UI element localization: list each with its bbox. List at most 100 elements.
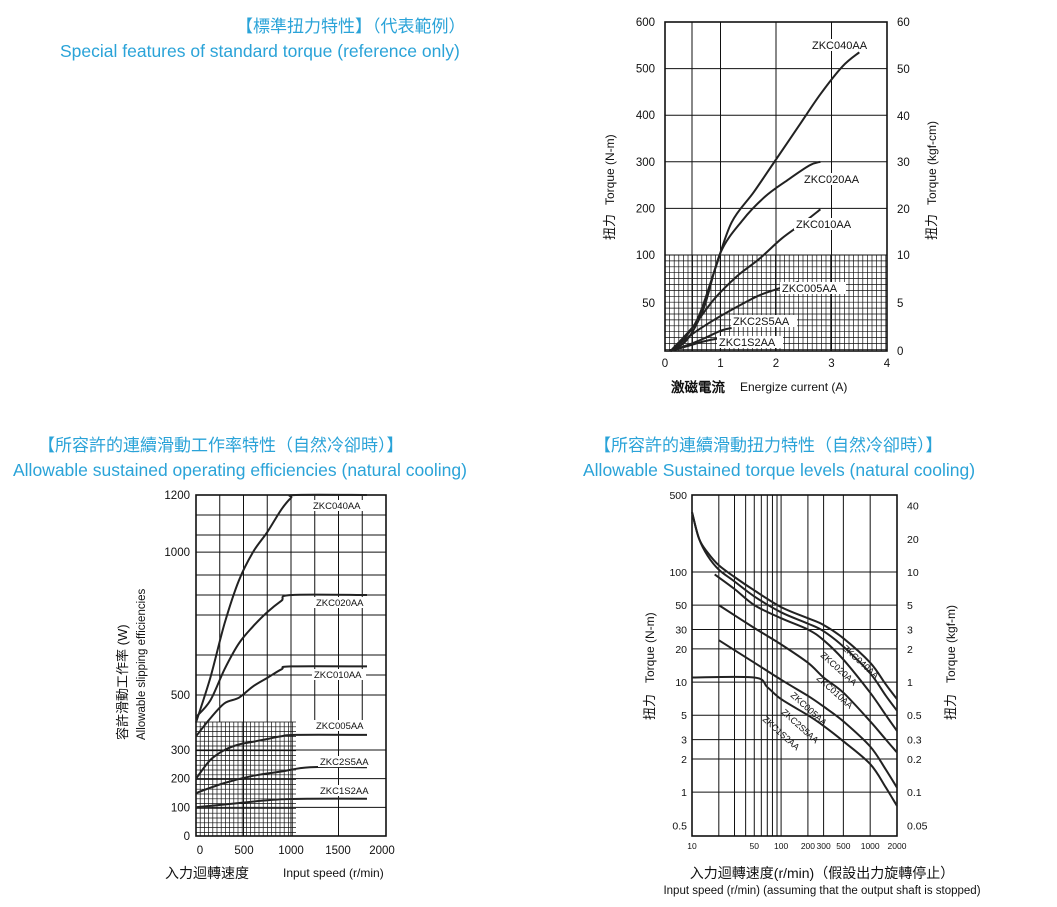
torque-series-label-bg bbox=[810, 39, 876, 51]
torque-level-chart-title-zh: 【所容許的連續滑動扭力特性（自然冷卻時）】 bbox=[594, 436, 943, 456]
efficiency-series-label-bg bbox=[312, 669, 366, 680]
torque-level-y-tick-label: 500 bbox=[669, 490, 687, 502]
torque-level-y-tick-label: 50 bbox=[675, 600, 687, 612]
torque-level-x-tick-label: 50 bbox=[750, 841, 760, 851]
torque-series-label-bg bbox=[794, 218, 860, 230]
torque-level-y2-tick-label: 5 bbox=[907, 600, 913, 612]
efficiency-series-label: ZKC1S2AA bbox=[320, 786, 369, 797]
torque-y-tick-label: 50 bbox=[642, 298, 655, 310]
torque-level-curve-zkc2s5aa bbox=[718, 639, 898, 789]
torque-y-tick-label: 300 bbox=[636, 157, 655, 169]
torque-level-curve-zkc040aa bbox=[691, 511, 898, 700]
torque-level-y2-tick-label: 3 bbox=[907, 625, 913, 637]
efficiency-curve-zkc010aa bbox=[195, 665, 368, 737]
torque-level-x-tick-label: 2000 bbox=[888, 841, 907, 851]
torque-chart-title-zh: 【標準扭力特性】（代表範例） bbox=[236, 17, 466, 37]
efficiency-series-label-bg bbox=[318, 785, 372, 796]
efficiency-y-label-zh: 容許滑動工作率 (W) bbox=[115, 624, 130, 740]
torque-series-label: ZKC010AA bbox=[796, 219, 852, 231]
torque-y2-tick-label: 40 bbox=[897, 111, 910, 123]
torque-level-x-tick-label: 200 bbox=[801, 841, 815, 851]
efficiency-x-label-zh: 入力迴轉速度 bbox=[165, 865, 249, 881]
efficiency-x-tick-label: 1000 bbox=[278, 845, 304, 857]
torque-level-curve-zkc010aa bbox=[714, 573, 898, 732]
torque-y-tick-label: 100 bbox=[636, 250, 655, 262]
torque-y2-tick-label: 20 bbox=[897, 204, 910, 216]
torque-y-tick-label: 400 bbox=[636, 110, 655, 122]
efficiency-chart-title-en: Allowable sustained operating efficienci… bbox=[13, 460, 467, 480]
torque-curve-zkc020aa bbox=[669, 160, 821, 352]
efficiency-series-label-bg bbox=[318, 756, 372, 767]
torque-y2-tick-label: 50 bbox=[897, 64, 910, 76]
efficiency-series-label: ZKC020AA bbox=[316, 598, 364, 609]
torque-x-tick-label: 2 bbox=[773, 358, 779, 370]
torque-level-curve-zkc005aa bbox=[718, 604, 898, 754]
torque-chart-title-en: Special features of standard torque (ref… bbox=[60, 41, 460, 61]
efficiency-x-tick-label: 0 bbox=[197, 845, 203, 857]
efficiency-chart-title-zh: 【所容許的連續滑動工作率特性（自然冷卻時）】 bbox=[38, 436, 404, 456]
torque-series-label-bg bbox=[717, 336, 783, 348]
torque-y-tick-label: 200 bbox=[636, 203, 655, 215]
torque-series-label-bg bbox=[802, 173, 868, 185]
efficiency-curve-zkc005aa bbox=[195, 733, 368, 780]
torque-y2-tick-label: 30 bbox=[897, 157, 910, 169]
torque-y-label-zh: 扭力 bbox=[602, 214, 617, 240]
torque-level-y2-tick-label: 40 bbox=[907, 501, 919, 513]
efficiency-y-tick-label: 100 bbox=[171, 802, 190, 814]
torque-level-y2-tick-label: 0.5 bbox=[907, 710, 922, 722]
torque-x-tick-label: 0 bbox=[662, 358, 668, 370]
efficiency-curve-zkc1s2aa bbox=[195, 797, 368, 809]
torque-level-y-tick-label: 1 bbox=[681, 787, 687, 799]
efficiency-series-label-bg bbox=[311, 500, 365, 511]
torque-level-x-label-zh: 入力迴轉速度(r/min)（假設出力旋轉停止） bbox=[690, 865, 954, 881]
efficiency-y-tick-label: 1000 bbox=[164, 547, 190, 559]
torque-level-y-tick-label: 30 bbox=[675, 625, 687, 637]
torque-y2-label-zh: 扭力 bbox=[924, 214, 939, 240]
torque-level-y2-label-en: Torque (kgf-m) bbox=[944, 605, 958, 683]
torque-level-y-label-en: Torque (N-m) bbox=[643, 612, 657, 683]
torque-series-label: ZKC020AA bbox=[804, 174, 860, 186]
efficiency-curve-zkc040aa bbox=[195, 493, 368, 723]
torque-curve-zkc040aa bbox=[669, 51, 860, 352]
torque-level-plot-frame bbox=[691, 494, 898, 837]
torque-x-tick-label: 3 bbox=[828, 358, 834, 370]
torque-series-label-bg bbox=[780, 282, 846, 294]
torque-level-x-tick-label: 10 bbox=[687, 841, 697, 851]
torque-plot-frame bbox=[664, 21, 888, 352]
efficiency-x-tick-label: 500 bbox=[234, 845, 253, 857]
torque-series-label: ZKC1S2AA bbox=[719, 337, 776, 349]
torque-y2-tick-label: 5 bbox=[897, 298, 903, 310]
torque-level-x-tick-label: 1000 bbox=[861, 841, 880, 851]
torque-level-curve-zkc020aa bbox=[691, 511, 898, 712]
torque-x-tick-label: 4 bbox=[884, 358, 891, 370]
efficiency-y-label-en: Allowable slipping efficiencies bbox=[136, 588, 148, 740]
torque-y2-tick-label: 0 bbox=[897, 346, 903, 358]
torque-curve-zkc1s2aa bbox=[670, 337, 718, 352]
torque-level-x-label-en: Input speed (r/min) (assuming that the o… bbox=[663, 885, 980, 897]
torque-y2-tick-label: 10 bbox=[897, 250, 910, 262]
torque-level-y2-tick-label: 2 bbox=[907, 644, 913, 656]
torque-level-x-tick-label: 500 bbox=[836, 841, 850, 851]
torque-y2-label-en: Torque (kgf-cm) bbox=[925, 121, 939, 205]
efficiency-y-tick-label: 500 bbox=[171, 690, 190, 702]
efficiency-curve-zkc2s5aa bbox=[195, 765, 368, 794]
torque-y-tick-label: 500 bbox=[636, 64, 655, 76]
torque-level-curve-zkc1s2aa bbox=[691, 675, 898, 807]
torque-level-y2-label-zh: 扭力 bbox=[943, 694, 958, 720]
efficiency-x-tick-label: 1500 bbox=[325, 845, 351, 857]
torque-level-y2-tick-label: 1 bbox=[907, 677, 913, 689]
efficiency-y-tick-label: 200 bbox=[171, 774, 190, 786]
efficiency-x-label-en: Input speed (r/min) bbox=[283, 866, 384, 880]
torque-series-label: ZKC005AA bbox=[782, 283, 838, 295]
efficiency-series-label: ZKC2S5AA bbox=[320, 757, 369, 768]
torque-series-label-bg bbox=[731, 315, 797, 327]
efficiency-y-tick-label: 1200 bbox=[164, 490, 190, 502]
torque-level-y-tick-label: 100 bbox=[669, 567, 687, 579]
efficiency-series-label: ZKC040AA bbox=[313, 501, 361, 512]
torque-x-tick-label: 1 bbox=[717, 358, 723, 370]
torque-level-y-tick-label: 3 bbox=[681, 735, 687, 747]
efficiency-series-label: ZKC005AA bbox=[316, 721, 364, 732]
torque-level-y-tick-label: 10 bbox=[675, 677, 687, 689]
torque-level-x-tick-label: 300 bbox=[817, 841, 831, 851]
